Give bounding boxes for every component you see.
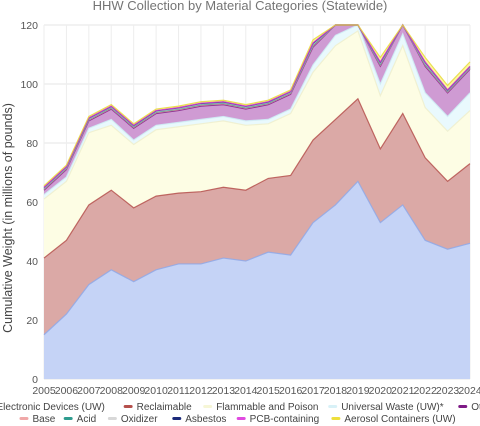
legend-swatch	[236, 417, 246, 420]
legend-swatch	[123, 405, 133, 408]
x-tick-label: 2021	[391, 385, 415, 397]
area-reclaimable[interactable]	[44, 98, 470, 335]
legend-item-pcb-containing[interactable]: PCB-containing	[236, 414, 319, 425]
legend-swatch	[19, 417, 29, 420]
legend-item-electronic-devices-uw[interactable]: Electronic Devices (UW)	[0, 402, 105, 413]
legend-label: Reclaimable	[137, 402, 192, 413]
x-tick-label: 2015	[257, 385, 281, 397]
x-tick-label: 2012	[189, 385, 213, 397]
legend-item-oxidizer[interactable]: Oxidizer	[107, 414, 158, 425]
legend-item-asbestos[interactable]: Asbestos	[172, 414, 226, 425]
x-tick-label: 2009	[122, 385, 146, 397]
legend: Electronic Devices (UW) Reclaimable Flamma…	[0, 402, 480, 425]
area-series	[44, 25, 470, 379]
y-tick-labels: 0 20 40 60 80 100 120	[20, 20, 38, 386]
area-other[interactable]	[44, 25, 470, 195]
x-tick-label: 2022	[413, 385, 437, 397]
chart-title: HHW Collection by Material Categories (S…	[93, 0, 388, 13]
legend-item-other[interactable]: Other	[458, 402, 480, 413]
x-tick-label: 2010	[144, 385, 168, 397]
y-tick-label: 20	[26, 315, 38, 327]
area-electronic-devices-uw[interactable]	[44, 181, 470, 379]
x-tick-label: 2019	[346, 385, 370, 397]
x-tick-label: 2008	[100, 385, 124, 397]
y-tick-label: 40	[26, 256, 38, 268]
legend-item-aerosol-containers-uw[interactable]: Aerosol Containers (UW)	[331, 414, 456, 425]
legend-label: Flammable and Poison	[216, 402, 318, 413]
x-tick-label: 2017	[301, 385, 325, 397]
legend-item-base[interactable]: Base	[19, 414, 56, 425]
y-tick-label: 80	[26, 138, 38, 150]
x-tick-label: 2018	[324, 385, 348, 397]
x-tick-label: 2013	[212, 385, 236, 397]
legend-label: Base	[32, 414, 55, 425]
legend-swatch	[331, 417, 341, 420]
legend-label: Other	[471, 402, 480, 413]
x-tick-label: 2020	[369, 385, 393, 397]
legend-label: Electronic Devices (UW)	[0, 402, 105, 413]
legend-label: Acid	[77, 414, 96, 425]
x-tick-label: 2006	[55, 385, 79, 397]
legend-swatch	[107, 417, 117, 420]
x-tick-labels: 2005 2006 2007 2008 2009 2010 2011 2012 2013 2014…	[32, 385, 480, 397]
line-flammable-and-poison	[43, 29, 471, 200]
line-aerosol-containers-uw	[43, 23, 471, 187]
y-tick-label: 60	[26, 197, 38, 209]
line-reclaimable	[43, 97, 471, 259]
line-universal-waste-uw	[43, 24, 471, 196]
line-electronic-devices-uw	[43, 180, 471, 336]
y-tick-label: 0	[32, 374, 38, 386]
legend-swatch	[328, 405, 338, 408]
x-tick-label: 2007	[77, 385, 101, 397]
legend-swatch	[203, 405, 213, 408]
legend-label: Oxidizer	[121, 414, 158, 425]
legend-item-acid[interactable]: Acid	[63, 414, 96, 425]
y-axis-label: Cumulative Weight (in millions of pounds…	[1, 103, 15, 333]
x-tick-label: 2016	[279, 385, 303, 397]
x-tick-label: 2005	[32, 385, 56, 397]
legend-swatch	[63, 417, 73, 420]
legend-label: Universal Waste (UW)*	[341, 402, 444, 413]
x-tick-label: 2014	[234, 385, 258, 397]
legend-item-universal-waste-uw[interactable]: Universal Waste (UW)*	[328, 402, 444, 413]
x-tick-label: 2024	[458, 385, 480, 397]
legend-item-flammable-and-poison[interactable]: Flammable and Poison	[203, 402, 318, 413]
x-tick-label: 2023	[436, 385, 460, 397]
y-tick-label: 100	[20, 79, 38, 91]
legend-label: Aerosol Containers (UW)	[344, 414, 455, 425]
x-tick-label: 2011	[167, 385, 190, 397]
legend-label: PCB-containing	[250, 414, 319, 425]
y-tick-label: 120	[20, 20, 38, 32]
legend-item-reclaimable[interactable]: Reclaimable	[123, 402, 192, 413]
legend-swatch	[172, 417, 182, 420]
legend-label: Asbestos	[185, 414, 226, 425]
series-lines	[43, 23, 471, 336]
area-flammable-and-poison[interactable]	[44, 30, 470, 259]
legend-swatch	[458, 405, 468, 408]
